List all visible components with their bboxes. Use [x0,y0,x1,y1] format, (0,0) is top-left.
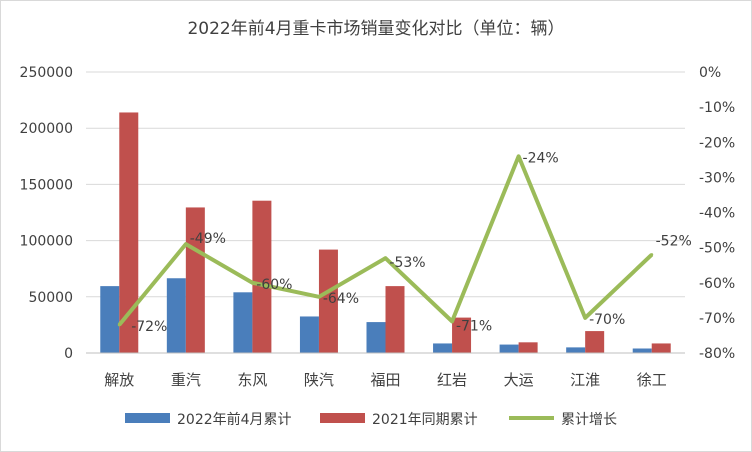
bar-previous [318,249,338,353]
growth-point [117,323,121,327]
bar-previous [585,331,605,353]
growth-data-label: -53% [389,255,425,271]
bar-previous [119,112,139,354]
growth-point [250,281,254,285]
category-label: 陕汽 [304,371,334,389]
growth-point [517,154,521,158]
bar-current [499,344,519,353]
left-axis-tick: 100000 [20,234,73,250]
legend-label: 累计增长 [561,412,617,428]
category-label: 红岩 [437,371,467,389]
legend-swatch [125,413,170,423]
category-label: 江淮 [570,371,600,389]
growth-data-label: -71% [456,318,492,334]
left-axis-tick: 200000 [20,121,73,137]
growth-point [583,316,587,320]
axis-layer: 0 50000 100000 150000 200000 250000 -80% -70% -6… [20,65,736,389]
right-axis-tick: -20% [699,135,735,151]
right-axis-tick: -60% [699,276,735,292]
right-axis-tick: -30% [699,170,735,186]
bar-previous [252,200,272,353]
chart-title: 2022年前4月重卡市场销量变化对比（单位：辆） [187,19,564,39]
growth-point [650,253,654,257]
growth-data-label: -52% [656,234,692,250]
category-label: 东风 [237,371,267,389]
growth-data-label: -70% [589,312,625,328]
bar-current [233,292,253,353]
growth-data-label: -64% [323,291,359,307]
legend-label: 2022年前4月累计 [177,411,292,428]
bar-previous [385,286,405,353]
growth-data-label: -49% [190,231,226,247]
right-axis-tick: -10% [699,100,735,116]
growth-data-label: -24% [523,150,559,166]
bar-current [299,316,319,353]
bar-current [166,278,186,353]
category-label: 徐工 [637,371,667,389]
bar-current [433,343,453,353]
growth-data-label: -72% [131,319,167,335]
right-axis-tick: 0% [699,65,721,81]
right-axis-tick: -40% [699,206,735,222]
left-axis-tick: 0 [64,346,73,362]
right-axis-tick: -70% [699,311,735,327]
growth-point [184,242,188,246]
left-axis-tick: 250000 [20,65,73,81]
line-layer [117,154,654,327]
bar-layer [100,112,671,354]
bar-current [632,348,652,353]
left-axis-tick: 50000 [28,290,73,306]
growth-point [384,256,387,260]
bar-previous [651,343,671,353]
legend-swatch [320,413,365,423]
right-axis-tick: -80% [699,346,735,362]
bar-current [366,322,386,353]
label-layer: -72% -49% -60% -64% -53% -71% -24% -70% -52% [131,150,692,335]
category-label: 福田 [370,371,400,389]
bar-previous [452,317,472,353]
bar-previous [518,342,538,353]
category-label: 大运 [504,371,534,389]
right-axis-tick: -50% [699,241,735,257]
legend-label: 2021年同期累计 [372,412,478,428]
bar-current [566,347,586,353]
category-label: 重汽 [171,371,201,389]
growth-data-label: -60% [256,277,292,293]
bar-current [100,286,120,353]
legend: 2022年前4月累计 2021年同期累计 累计增长 [125,411,617,428]
bar-previous [185,207,205,353]
category-label: 解放 [104,371,134,389]
left-axis-tick: 150000 [20,177,73,193]
growth-point [317,295,321,299]
growth-point [450,319,454,323]
